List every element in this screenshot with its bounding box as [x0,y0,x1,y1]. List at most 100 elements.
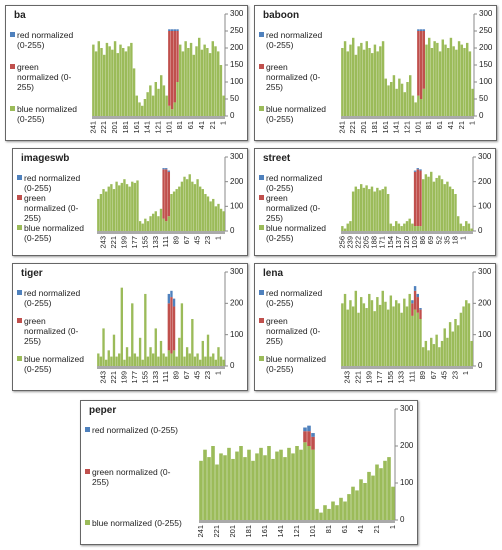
bar [212,198,215,231]
legend-item: red normalized (0-255) [17,288,87,308]
plot: 0 100 200 300 243 221 199 177 155 133 111 89 67 45 23 1 [97,152,244,249]
bar [131,181,134,231]
x-tick-label: 103 [410,236,419,249]
legend-swatch [259,290,264,295]
bar [193,184,197,231]
bar [351,191,355,231]
bar [419,308,422,310]
x-tick-label: 45 [440,371,449,379]
bar [167,171,171,217]
bar [355,490,359,520]
bar [162,218,165,231]
bar [386,194,390,231]
chart-panel: street red normalized (0-255) green normal… [254,148,496,256]
plot: 0 100 200 300 243 221 199 177 155 133 111 89 67 45 23 1 [341,267,492,384]
bar [203,449,207,520]
legend-item: red normalized (0-255) [85,425,186,435]
legend-item: green normalized (0-255) [17,193,87,223]
bar [360,42,363,116]
bar [255,453,259,520]
bar [97,353,100,366]
x-tick-label: 177 [130,236,139,249]
bar [376,187,379,231]
bar [311,436,315,450]
bar [354,54,358,116]
bar [440,179,444,231]
bar [132,68,136,116]
chart-title: baboon [263,10,300,21]
bar [430,48,434,116]
bar [443,184,446,231]
bar [371,475,375,520]
bar [419,29,423,31]
x-tick-label: 243 [99,371,108,384]
legend: red normalized (0-255) green normalized (… [17,173,87,243]
y-tick-label: 100 [478,201,492,210]
bar [199,359,202,366]
bar [373,311,376,366]
bar [359,184,363,231]
x-tick-label: 256 [337,236,346,249]
bar [227,447,231,520]
bar [162,168,165,170]
bar [99,194,103,231]
x-tick-label: 23 [203,371,212,379]
bar [104,359,108,366]
x-tick-label: 111 [407,371,416,382]
bar [173,102,177,116]
bar [121,48,125,116]
bar [167,303,171,351]
x-tick-label: 141 [392,121,401,134]
bar [184,41,187,117]
bar [362,49,366,117]
bar [118,185,121,231]
bar [446,181,449,231]
x-tick-label: 67 [182,371,191,379]
bar [416,297,419,313]
bar [411,223,414,231]
bar [413,170,417,172]
bar [180,303,184,366]
bar [446,337,449,366]
bar [435,334,438,366]
bar [188,353,191,366]
floor [341,116,474,119]
bar [414,102,417,116]
bar [110,356,113,366]
bar [201,189,204,231]
bar [222,95,225,116]
bar [128,186,131,231]
bar [343,293,347,366]
legend-label: green normalized (0-255) [266,193,321,223]
x-tick-label: 241 [196,525,205,538]
bar [421,179,425,231]
x-tick-label: 1 [213,236,222,240]
bar [376,51,379,116]
bar [427,37,431,116]
bar [441,39,445,116]
x-tick-label: 45 [193,371,202,379]
x-tick-label: 89 [172,371,181,379]
legend-item: red normalized (0-255) [17,173,87,193]
bar [99,356,103,366]
x-tick-label: 243 [99,236,108,249]
legend-item: red normalized (0-255) [259,288,331,308]
x-tick-label: 111 [161,236,170,247]
bar [203,44,206,116]
y-tick-label: 300 [230,9,244,18]
bar [471,88,474,116]
bar [387,457,391,520]
y-tick-label: 150 [230,60,244,69]
bar [191,319,194,366]
legend-label: red normalized (0-255) [266,30,323,50]
bar [199,460,203,520]
x-tick-label: 171 [378,236,387,249]
bar [346,51,350,116]
bar [97,41,101,117]
y-tick-label: 0 [230,226,235,235]
bar [357,312,360,366]
legend-item: blue normalized (0-255) [17,223,87,243]
bar [403,298,406,366]
bar [173,29,177,31]
legend-label: blue normalized (0-255) [17,104,78,124]
